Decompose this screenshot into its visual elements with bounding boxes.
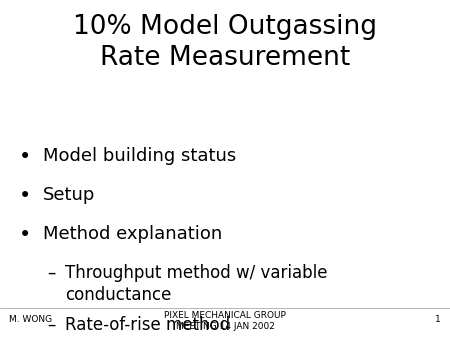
Text: Throughput method w/ variable
conductance: Throughput method w/ variable conductanc… [65, 264, 328, 304]
Text: 1: 1 [435, 315, 441, 324]
Text: PIXEL MECHANICAL GROUP
MEETING 14 JAN 2002: PIXEL MECHANICAL GROUP MEETING 14 JAN 20… [164, 311, 286, 331]
Text: Setup: Setup [43, 186, 95, 204]
Text: Model building status: Model building status [43, 147, 236, 165]
Text: –: – [48, 316, 56, 334]
Text: •: • [18, 147, 31, 167]
Text: Rate-of-rise method: Rate-of-rise method [65, 316, 230, 334]
Text: Method explanation: Method explanation [43, 225, 222, 243]
Text: •: • [18, 186, 31, 206]
Text: –: – [48, 264, 56, 282]
Text: 10% Model Outgassing
Rate Measurement: 10% Model Outgassing Rate Measurement [73, 14, 377, 71]
Text: •: • [18, 225, 31, 245]
Text: M. WONG: M. WONG [9, 315, 52, 324]
